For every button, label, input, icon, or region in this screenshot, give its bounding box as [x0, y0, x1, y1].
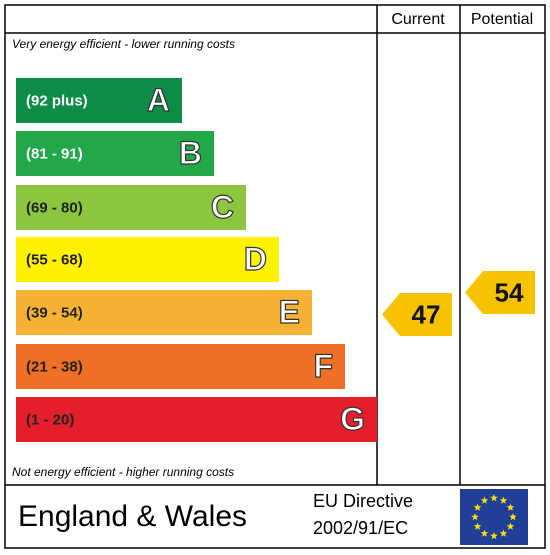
eu-star: [473, 522, 482, 530]
band-letter: D: [244, 241, 267, 277]
eu-star: [490, 532, 498, 540]
bottom-note: Not energy efficient - higher running co…: [12, 465, 234, 479]
band-letter: A: [147, 82, 170, 118]
band-letter: E: [279, 294, 300, 330]
rating-value: 47: [412, 299, 441, 329]
band-range: (55 - 68): [26, 251, 83, 268]
top-note: Very energy efficient - lower running co…: [12, 37, 235, 51]
eu-star: [480, 529, 489, 537]
band-letter: B: [179, 135, 202, 171]
directive: EU Directive: [313, 491, 413, 511]
eu-star: [490, 494, 498, 502]
band-bar: [16, 131, 214, 176]
eu-star: [506, 522, 515, 530]
band-letter: G: [340, 401, 365, 437]
eu-star: [506, 503, 515, 511]
column-header: Potential: [471, 11, 533, 28]
eu-star: [473, 503, 482, 511]
band-bar: [16, 237, 279, 282]
rating-arrow: [382, 293, 452, 336]
band-range: (1 - 20): [26, 411, 74, 428]
band-bar: [16, 185, 246, 230]
band-range: (92 plus): [26, 92, 88, 109]
band-bar: [16, 397, 377, 442]
rating-arrow: [465, 271, 535, 314]
directive: 2002/91/EC: [313, 518, 408, 538]
band-letter: C: [211, 189, 234, 225]
band-range: (81 - 91): [26, 145, 83, 162]
band-bar: [16, 290, 312, 335]
eu-star: [471, 513, 479, 521]
eu-star: [499, 529, 508, 537]
eu-star: [480, 496, 489, 504]
band-range: (21 - 38): [26, 358, 83, 375]
band-bar: [16, 344, 345, 389]
band-range: (69 - 80): [26, 199, 83, 216]
eu-star: [499, 496, 508, 504]
band-range: (39 - 54): [26, 304, 83, 321]
rating-value: 54: [495, 277, 524, 307]
band-bar: [16, 78, 182, 123]
region: England & Wales: [18, 500, 247, 533]
band-letter: F: [313, 348, 333, 384]
column-header: Current: [391, 11, 445, 28]
eu-stars: [471, 494, 517, 540]
eu-star: [509, 513, 517, 521]
